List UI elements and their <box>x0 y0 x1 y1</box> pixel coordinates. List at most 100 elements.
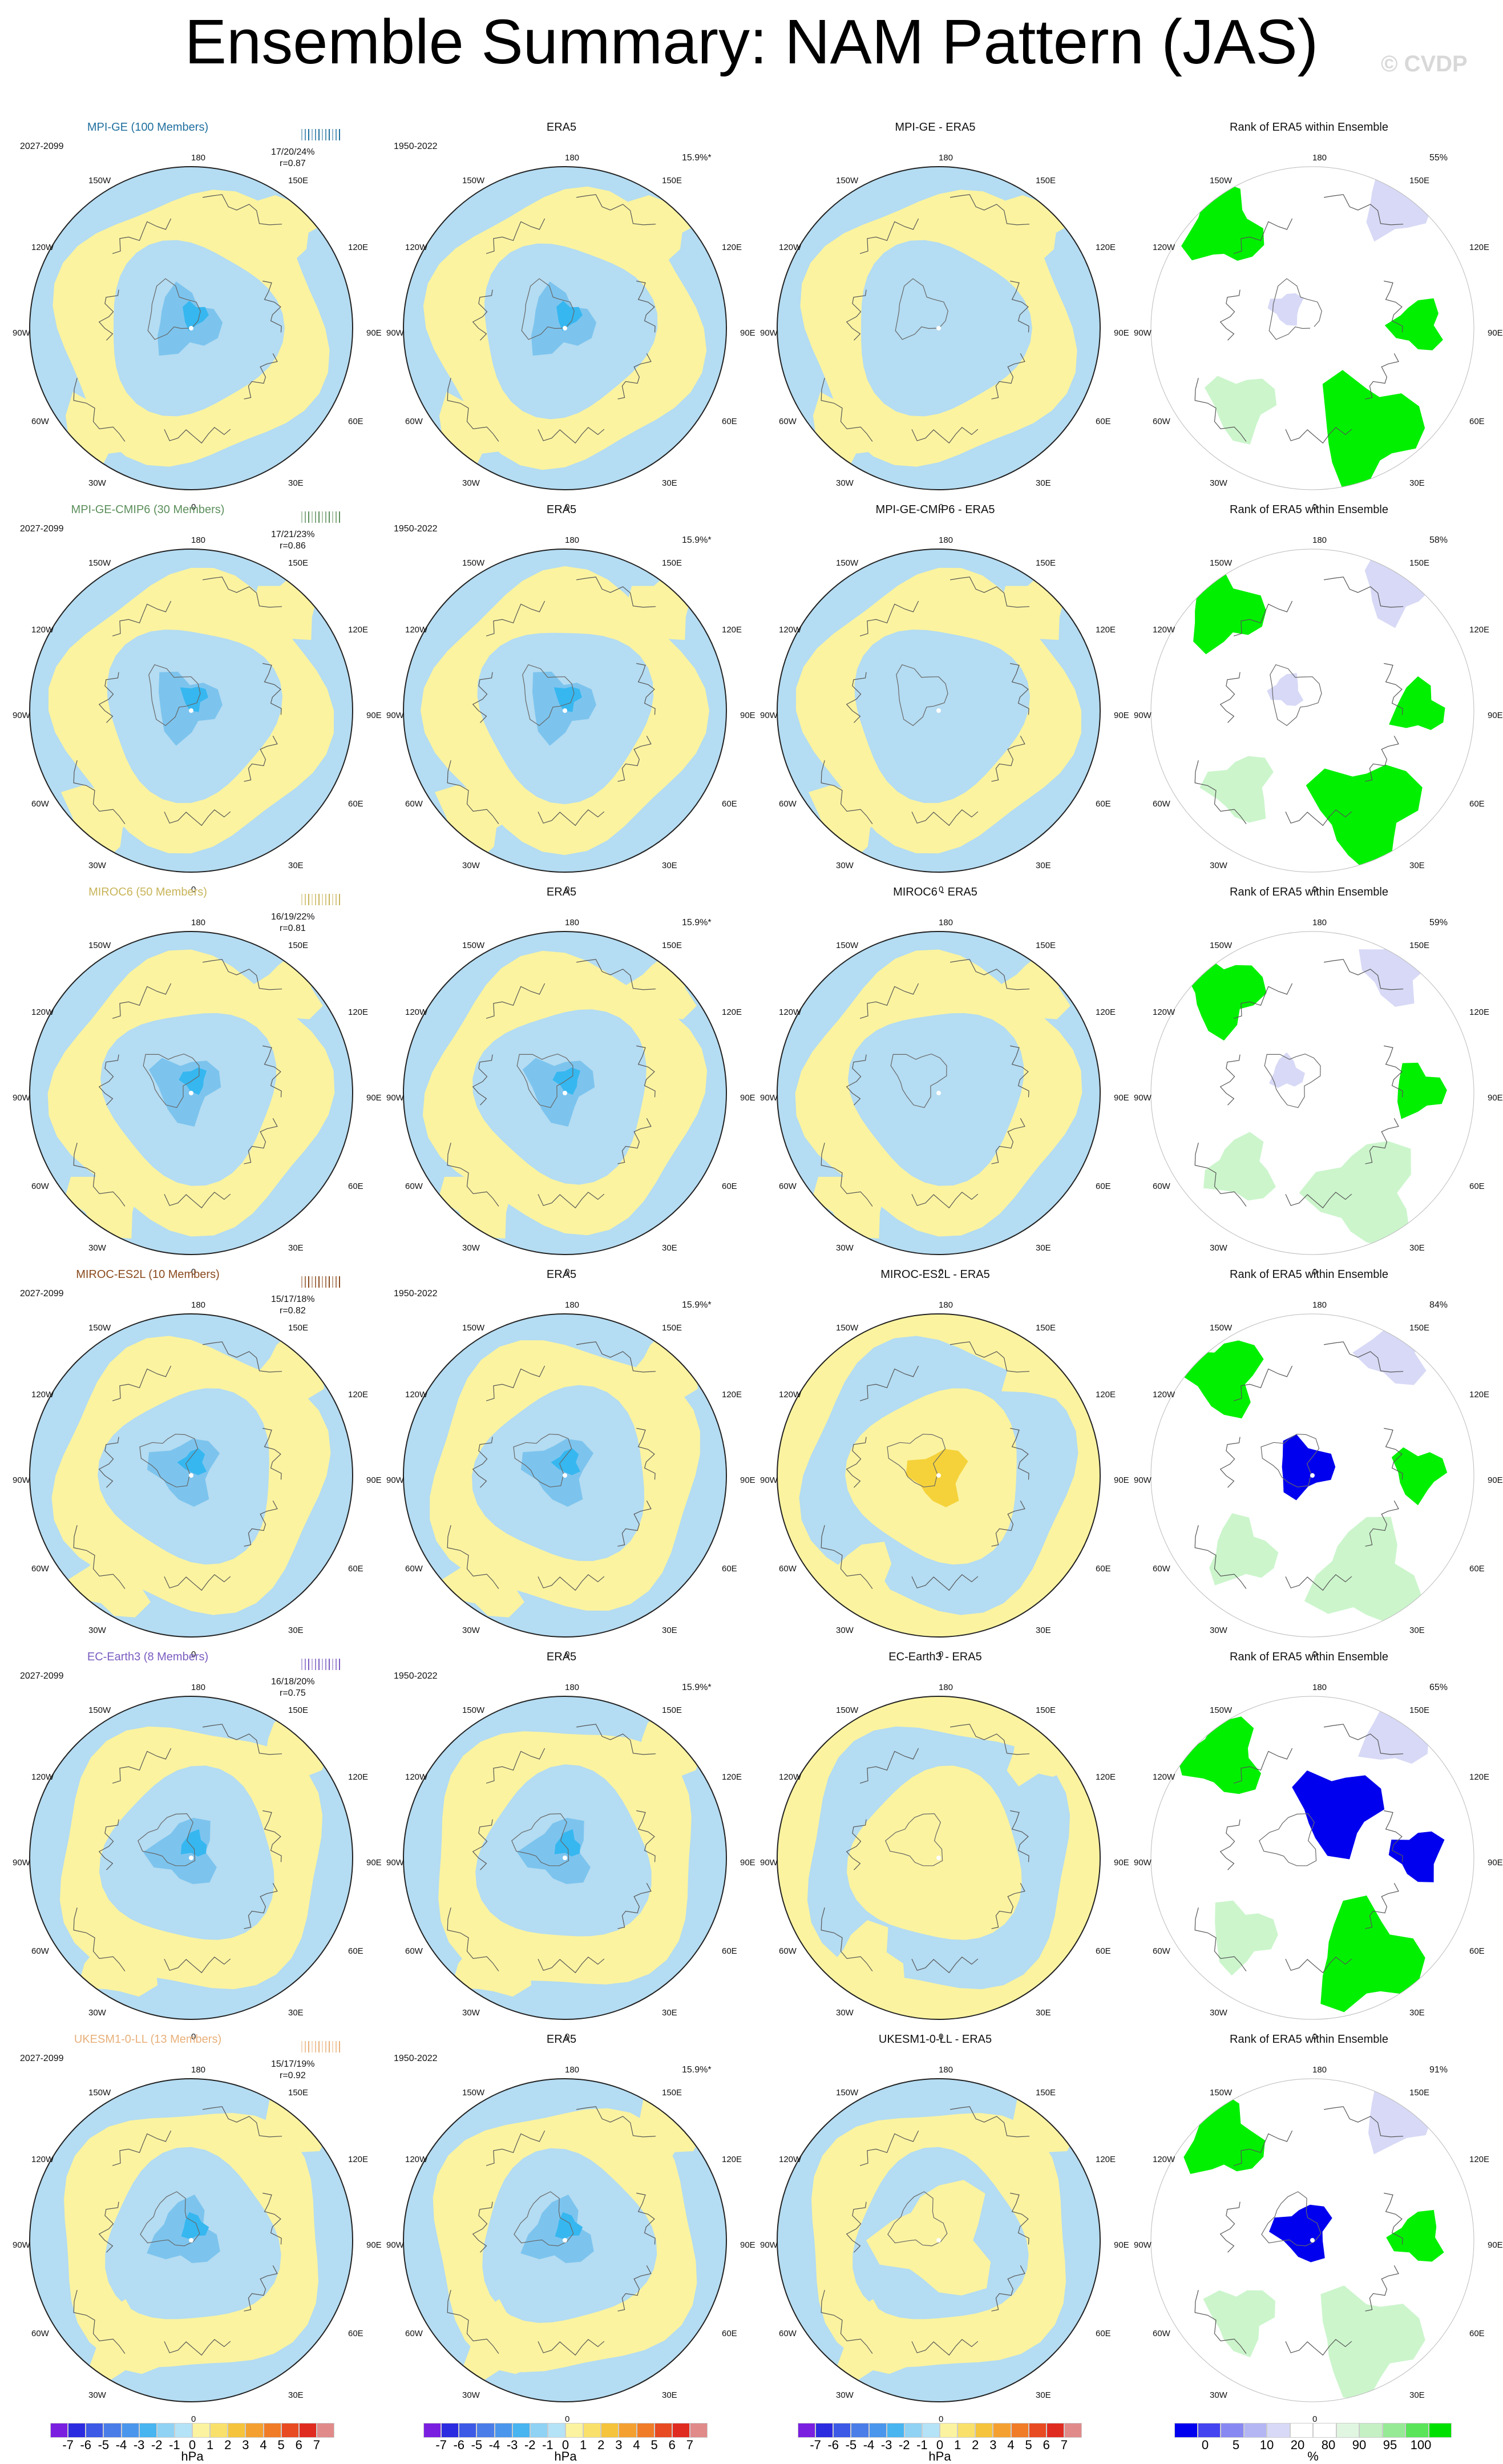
colorbar-tick-label: -2 <box>151 2438 163 2452</box>
longitude-label: 0 <box>939 2032 944 2042</box>
longitude-label: 120E <box>1096 1772 1116 1782</box>
colorbar-tick-label: 80 <box>1321 2438 1336 2452</box>
longitude-label: 60E <box>1096 1181 1111 1191</box>
colorbar-tick-label: 4 <box>260 2438 267 2452</box>
colorbar-tick-label: 4 <box>633 2438 640 2452</box>
polar-map: 180 150E 120E 90E 60E 30E 0 30W 60W 90W 120W 150W <box>386 918 755 1277</box>
polar-map: 180 150E 120E 90E 60E 30E 0 30W 60W 90W 120W 150W <box>386 535 755 894</box>
longitude-label: 0 <box>565 1267 570 1277</box>
colorbar-swatch <box>833 2423 851 2438</box>
panel-title: Rank of ERA5 within Ensemble <box>1230 886 1388 898</box>
longitude-label: 120E <box>348 1772 369 1782</box>
polar-map: 180 150E 120E 90E 60E 30E 0 30W 60W 90W 120W 150W <box>760 153 1129 512</box>
correlation-stat: r=0.75 <box>280 1688 306 1698</box>
longitude-label: 60W <box>1153 1946 1170 1956</box>
colorbar-tick-label: -7 <box>435 2438 447 2452</box>
longitude-label: 90E <box>740 328 755 338</box>
colorbar-cells <box>423 2423 708 2438</box>
longitude-label: 60E <box>722 417 737 426</box>
polar-map: 180 150E 120E 90E 60E 30E 0 30W 60W 90W 120W 150W <box>13 1300 382 1659</box>
longitude-label: 150E <box>1409 2088 1430 2098</box>
longitude-label: 0 <box>565 2414 570 2424</box>
panel-title: Rank of ERA5 within Ensemble <box>1230 1651 1388 1663</box>
colorbar-swatch <box>1174 2423 1198 2438</box>
longitude-label: 60W <box>779 1564 797 1574</box>
longitude-label: 150E <box>1409 1705 1430 1715</box>
polar-projection <box>403 166 727 490</box>
colorbar-swatch <box>441 2423 459 2438</box>
colorbar-tick-label: -4 <box>488 2438 500 2452</box>
longitude-label: 60W <box>31 799 49 809</box>
colorbar-tick-label: -7 <box>810 2438 821 2452</box>
longitude-label: 60W <box>779 1181 797 1191</box>
longitude-label: 90W <box>13 711 30 720</box>
longitude-label: 60W <box>31 1181 49 1191</box>
longitude-label: 150E <box>662 1323 682 1333</box>
longitude-label: 30E <box>288 2390 304 2400</box>
longitude-label: 180 <box>565 918 580 927</box>
colorbar-ticks: -7 -6 -5 -4 -3 -2 -1 0 1 2 3 4 5 6 7 <box>50 2438 334 2452</box>
longitude-label: 150E <box>288 558 309 568</box>
panel-rank-row1: Rank of ERA5 within Ensemble 58% 180 150E 12… <box>1121 497 1503 894</box>
longitude-label: 0 <box>1312 1267 1318 1277</box>
longitude-label: 30W <box>1210 1243 1227 1253</box>
longitude-label: 30E <box>288 1626 304 1635</box>
longitude-label: 90W <box>13 1093 30 1103</box>
longitude-label: 120W <box>1153 1772 1175 1782</box>
colorbar-swatch <box>940 2423 958 2438</box>
colorbar-swatch <box>298 2423 317 2438</box>
longitude-label: 60W <box>779 1946 797 1956</box>
polar-map: 180 150E 120E 90E 60E 30E 0 30W 60W 90W 120W 150W <box>13 1683 382 2042</box>
colorbar-swatch <box>1221 2423 1244 2438</box>
polar-projection <box>403 1313 727 1638</box>
longitude-label: 120E <box>1096 243 1116 252</box>
longitude-label: 60E <box>722 1564 737 1574</box>
colorbar-swatch <box>103 2423 122 2438</box>
longitude-label: 60E <box>348 1946 363 1956</box>
rank-percent: 84% <box>1429 1300 1448 1310</box>
longitude-label: 150W <box>88 176 111 185</box>
longitude-label: 30W <box>462 1626 480 1635</box>
panel-title: UKESM1-0-LL - ERA5 <box>878 2033 992 2046</box>
rank-percent: 59% <box>1429 918 1448 927</box>
longitude-label: 60W <box>405 2329 423 2338</box>
longitude-label: 150E <box>1409 176 1430 185</box>
longitude-label: 150E <box>288 2088 309 2098</box>
longitude-label: 30W <box>88 2008 106 2018</box>
longitude-label: 120E <box>1469 1772 1490 1782</box>
longitude-label: 150E <box>662 1705 682 1715</box>
longitude-label: 120W <box>1153 243 1175 252</box>
longitude-label: 120E <box>1469 2155 1490 2164</box>
longitude-label: 90W <box>386 2240 404 2250</box>
longitude-label: 30E <box>1036 861 1051 870</box>
polar-projection <box>29 2078 353 2402</box>
colorbar-tick-label: 95 <box>1383 2438 1397 2452</box>
coastlines <box>821 959 1030 1209</box>
longitude-label: 90E <box>366 1475 382 1485</box>
longitude-label: 90E <box>1488 1475 1503 1485</box>
coastlines <box>821 576 1030 826</box>
coastlines <box>1194 194 1404 444</box>
colorbar-swatch <box>689 2423 708 2438</box>
longitude-label: 30E <box>1036 478 1051 488</box>
longitude-label: 60E <box>348 1181 363 1191</box>
colorbar-tick-label: -1 <box>169 2438 180 2452</box>
longitude-label: 180 <box>565 1300 580 1310</box>
colorbar-swatch <box>174 2423 192 2438</box>
colorbar-swatch <box>86 2423 104 2438</box>
longitude-label: 30W <box>836 1626 854 1635</box>
longitude-label: 60W <box>1153 417 1170 426</box>
colorbar-swatch <box>1382 2423 1405 2438</box>
explained-variance: 15.9%* <box>682 535 712 545</box>
longitude-label: 90E <box>366 711 382 720</box>
longitude-label: 90W <box>1134 1475 1152 1485</box>
longitude-label: 90W <box>13 2240 30 2250</box>
panel-diff-row3: MIROC-ES2L - ERA5 180 150E 120E 90E 60E 30E 0 30… <box>748 1261 1129 1659</box>
longitude-label: 60E <box>722 799 737 809</box>
longitude-label: 60E <box>1469 417 1485 426</box>
polar-projection <box>1150 166 1474 490</box>
longitude-label: 90W <box>760 328 778 338</box>
colorbar-ticks: -7 -6 -5 -4 -3 -2 -1 0 1 2 3 4 5 6 7 <box>423 2438 708 2452</box>
colorbar-ticks: -7 -6 -5 -4 -3 -2 -1 0 1 2 3 4 5 6 7 <box>798 2438 1082 2452</box>
colorbar-tick-label: 5 <box>651 2438 658 2452</box>
